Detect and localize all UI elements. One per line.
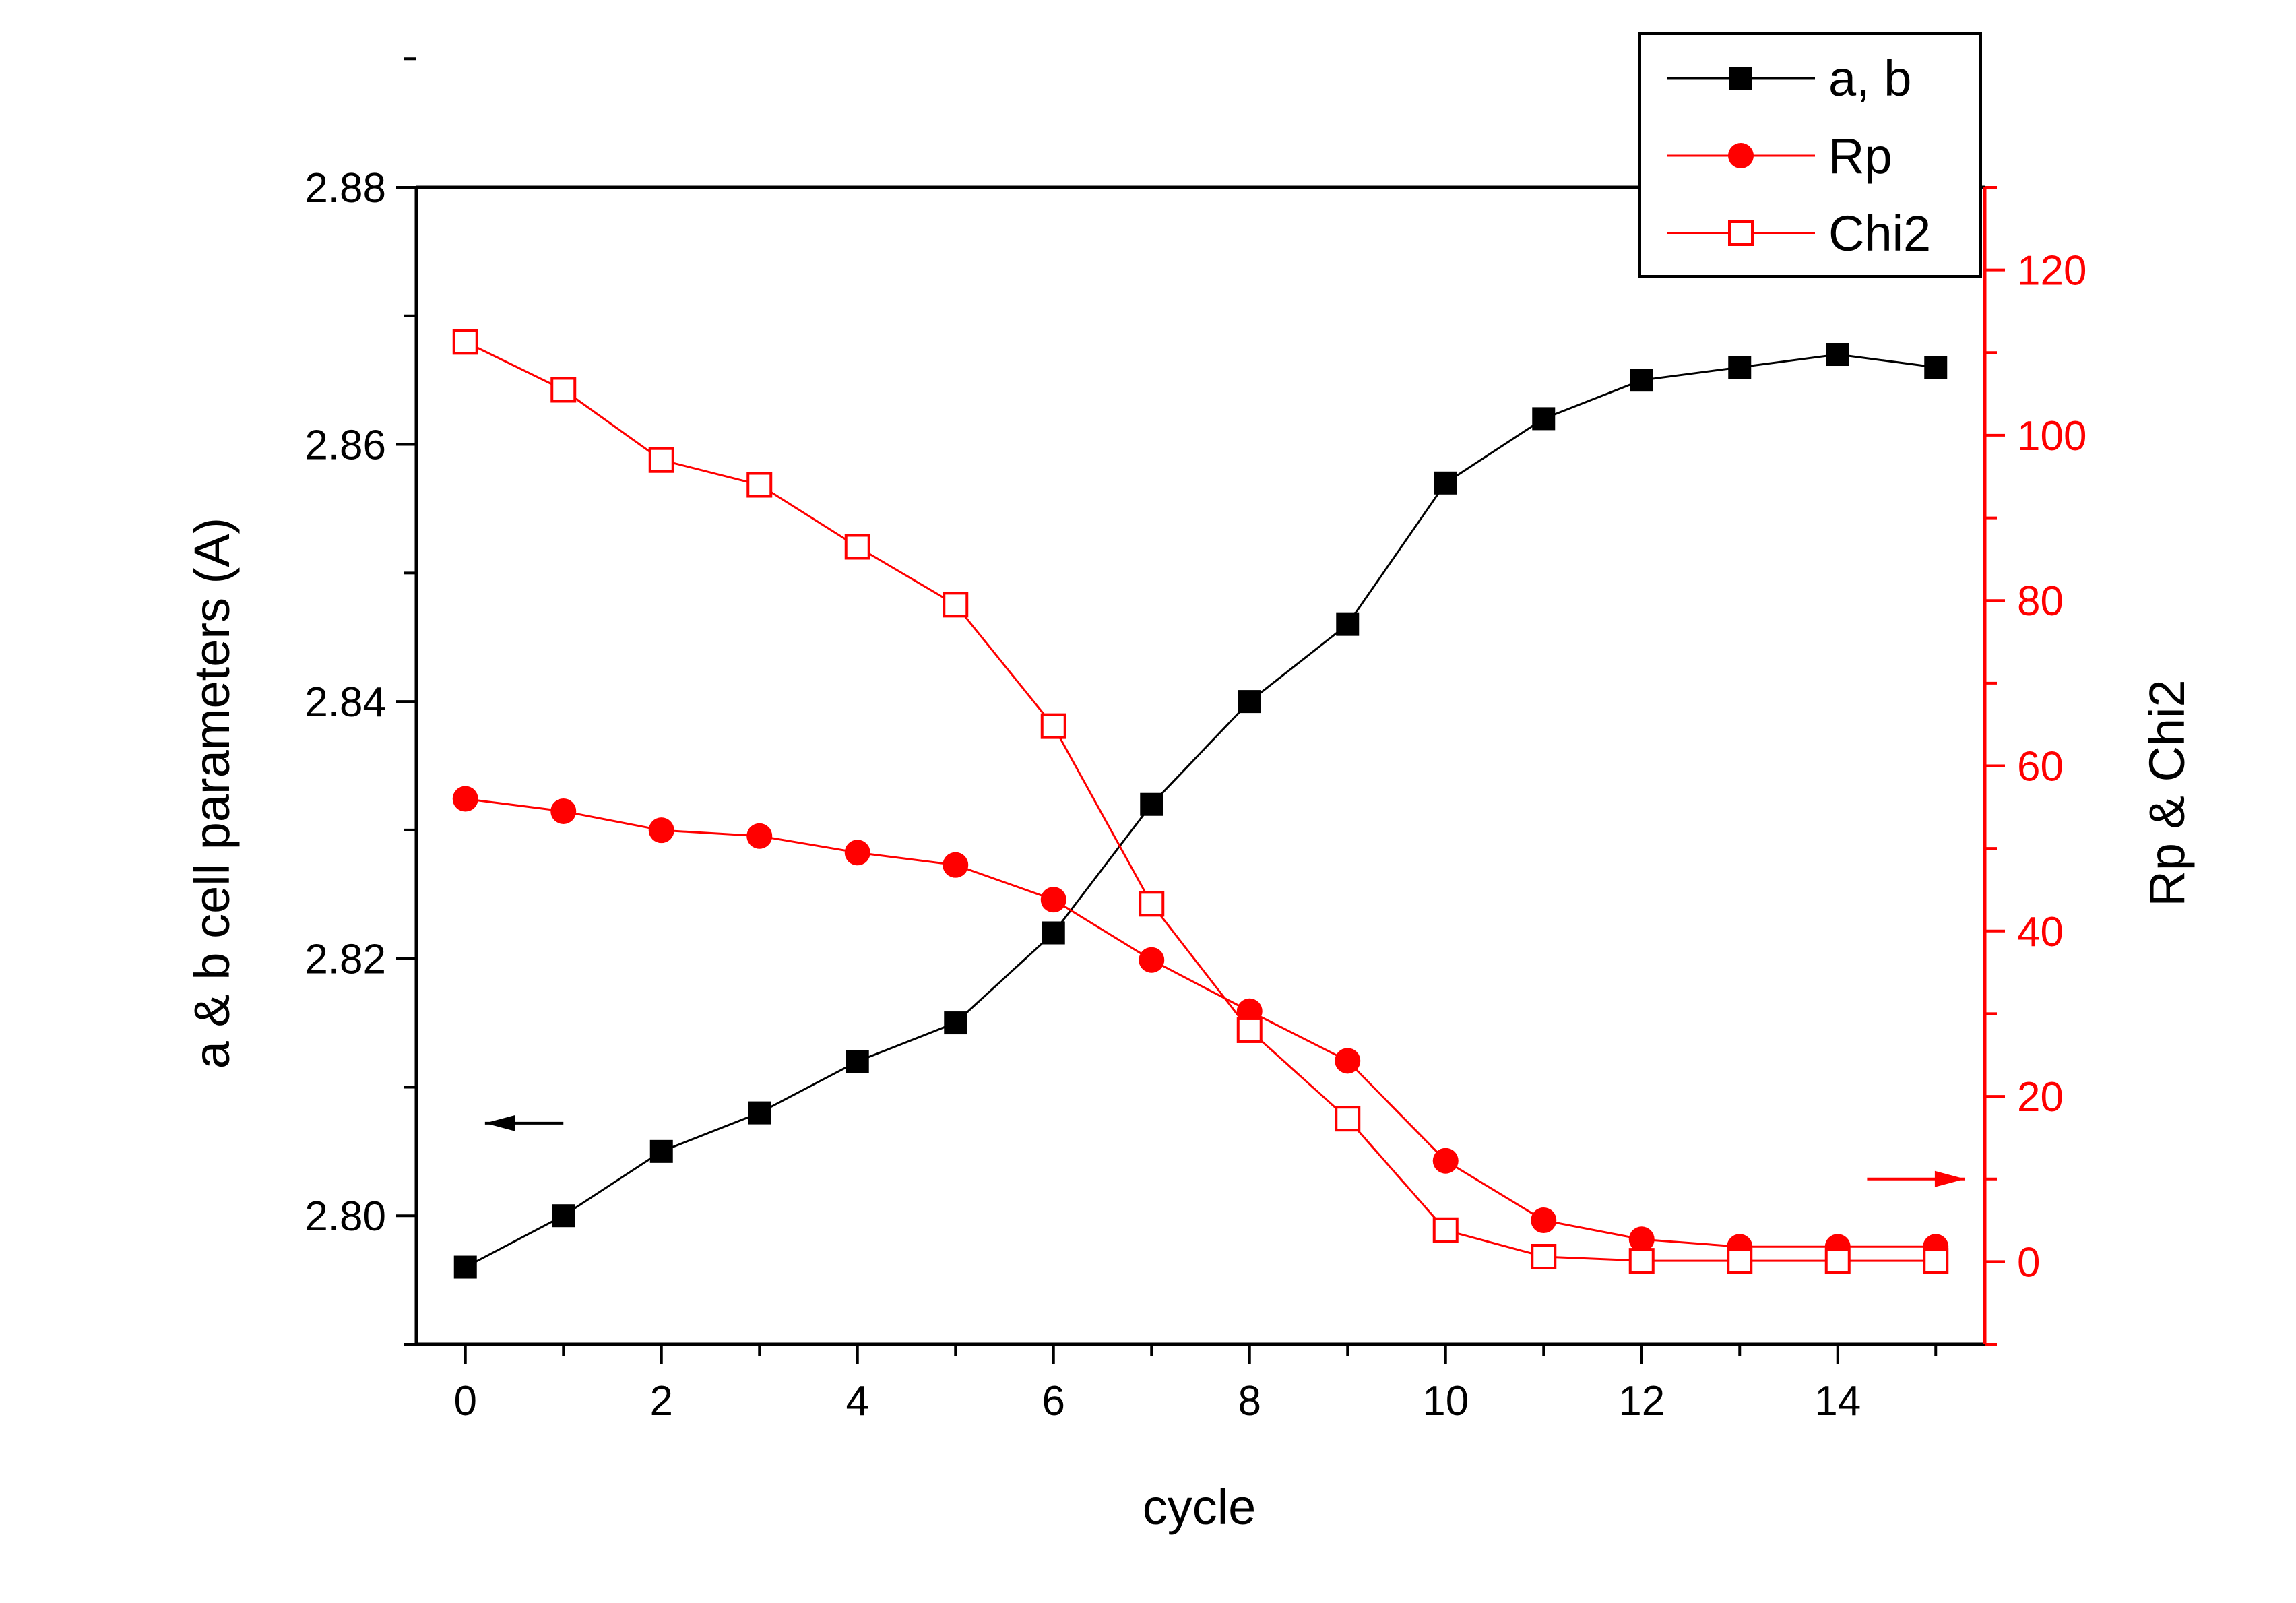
y-right-tick-label: 100: [2017, 413, 2086, 460]
y-right-axis: 0 20 40 60 80 100 120: [1985, 186, 2086, 1346]
series-line-rp: [465, 798, 1936, 1248]
y-right-tick-label: 120: [2017, 248, 2086, 294]
y-right-tick-label: 20: [2017, 1074, 2064, 1121]
data-point-rp: [1628, 1226, 1655, 1253]
y-left-tick-label: 2.84: [305, 679, 386, 726]
data-point-a-b: [1728, 356, 1752, 379]
x-tick-label: 8: [1238, 1378, 1261, 1424]
legend-marker-rp: [1728, 143, 1754, 168]
data-point-chi2: [1040, 713, 1066, 739]
data-point-a-b: [1630, 369, 1653, 392]
data-point-chi2: [648, 447, 674, 473]
x-axis-label: cycle: [1143, 1479, 1256, 1535]
data-point-chi2: [943, 592, 969, 618]
data-point-a-b: [1238, 690, 1261, 714]
y-right-axis-label: Rp & Chi2: [2139, 679, 2195, 906]
data-point-a-b: [1434, 471, 1457, 495]
y-right-tick-label: 0: [2017, 1239, 2040, 1286]
data-point-a-b: [1532, 407, 1556, 431]
data-point-rp: [844, 840, 870, 866]
data-point-chi2: [844, 534, 870, 560]
y-right-tick-label: 40: [2017, 909, 2064, 955]
y-left-axis: 2.80 2.82 2.84 2.86 2.88: [305, 57, 416, 1346]
data-point-a-b: [552, 1204, 575, 1228]
x-tick-label: 10: [1422, 1378, 1469, 1424]
x-tick-label: 12: [1618, 1378, 1665, 1424]
data-point-chi2: [1824, 1248, 1851, 1274]
annotation-layer: [484, 1114, 1965, 1187]
data-point-chi2: [1236, 1017, 1263, 1043]
data-point-chi2: [1628, 1248, 1655, 1274]
data-point-a-b: [1826, 343, 1849, 367]
data-point-chi2: [1432, 1217, 1459, 1243]
series-layer: [452, 329, 1949, 1279]
legend-label-rp: Rp: [1828, 128, 1892, 184]
data-point-chi2: [746, 472, 773, 498]
x-tick-label: 6: [1042, 1378, 1065, 1424]
x-tick-label: 0: [454, 1378, 477, 1424]
x-axis: 0 2 4 6 8 10 12 14: [454, 1344, 1938, 1424]
legend-label-a-b: a, b: [1828, 51, 1911, 106]
x-tick-label: 2: [650, 1378, 673, 1424]
data-point-rp: [1040, 887, 1066, 913]
legend: a, b Rp Chi2: [1638, 32, 1982, 278]
data-point-rp: [1432, 1148, 1459, 1174]
data-point-chi2: [1335, 1106, 1361, 1132]
data-point-chi2: [1727, 1248, 1753, 1274]
data-point-rp: [648, 817, 674, 844]
data-point-a-b: [1336, 612, 1360, 636]
data-point-chi2: [550, 377, 577, 403]
data-point-chi2: [1531, 1243, 1557, 1269]
data-point-chi2: [452, 329, 478, 355]
data-point-rp: [943, 852, 969, 878]
data-point-rp: [550, 798, 577, 824]
data-point-chi2: [1923, 1248, 1949, 1274]
data-point-rp: [746, 823, 773, 849]
data-point-a-b: [453, 1255, 477, 1279]
data-point-rp: [1531, 1207, 1557, 1234]
arrow-right-head: [1934, 1170, 1965, 1187]
data-point-rp: [1335, 1048, 1361, 1074]
y-left-tick-label: 2.86: [305, 422, 386, 469]
y-right-tick-label: 60: [2017, 744, 2064, 790]
y-right-tick-label: 80: [2017, 578, 2064, 625]
y-left-tick-label: 2.80: [305, 1193, 386, 1240]
data-point-a-b: [649, 1139, 673, 1163]
x-tick-label: 4: [846, 1378, 869, 1424]
data-point-a-b: [748, 1101, 771, 1125]
y-left-tick-label: 2.82: [305, 937, 386, 983]
arrow-left-head: [484, 1114, 515, 1131]
legend-marker-chi2: [1728, 220, 1754, 246]
y-left-tick-label: 2.88: [305, 165, 386, 212]
legend-marker-a-b: [1729, 67, 1752, 90]
legend-label-chi2: Chi2: [1828, 206, 1931, 261]
data-point-a-b: [1042, 921, 1065, 945]
data-point-chi2: [1139, 891, 1165, 917]
data-point-a-b: [1924, 356, 1948, 379]
series-line-a-b: [465, 353, 1936, 1268]
data-point-a-b: [1140, 792, 1163, 816]
data-point-a-b: [846, 1050, 869, 1073]
data-point-rp: [1139, 947, 1165, 973]
y-left-axis-label: a & b cell parameters (A): [184, 517, 240, 1069]
data-point-a-b: [944, 1011, 967, 1035]
series-line-chi2: [465, 340, 1936, 1262]
x-tick-label: 14: [1814, 1378, 1861, 1424]
data-point-rp: [452, 786, 478, 812]
